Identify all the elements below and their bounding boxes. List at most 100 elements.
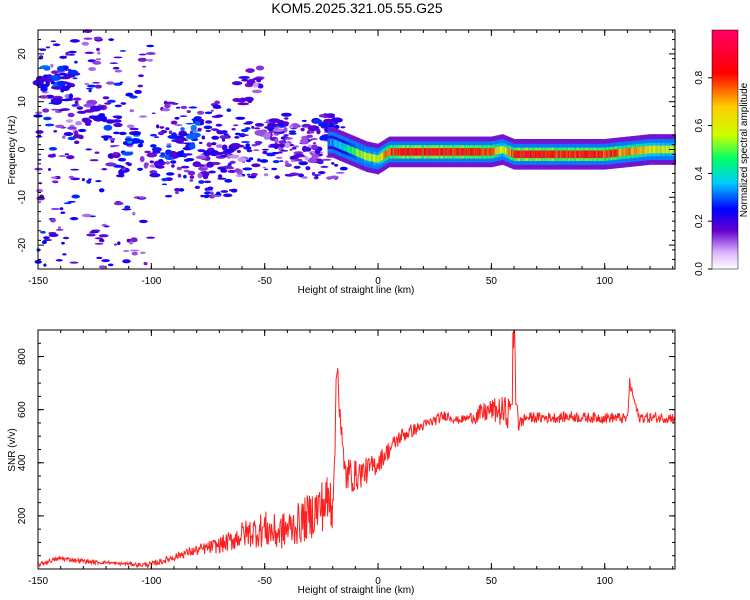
spectrogram-ridge-cell bbox=[522, 150, 525, 159]
spectrogram-speckle bbox=[217, 177, 227, 180]
spectrogram-cluster-cell bbox=[57, 65, 65, 72]
spectrogram-ridge-cell bbox=[349, 145, 351, 154]
spectrogram-ridge-cell bbox=[643, 146, 646, 154]
spectrogram-ridge-cell bbox=[375, 154, 377, 163]
spectrogram-speckle bbox=[220, 168, 228, 173]
spectrogram-ridge-cell bbox=[656, 145, 658, 154]
spectrogram-x-tick-label: 50 bbox=[486, 276, 498, 287]
spectrogram-ridge-cell bbox=[454, 148, 457, 156]
spectrogram-speckle bbox=[217, 174, 223, 179]
colorbar-tick-label: 0.0 bbox=[694, 262, 705, 276]
spectrogram-speckle bbox=[279, 147, 283, 150]
spectrogram-speckle bbox=[311, 171, 316, 176]
spectrogram-ridge-cell bbox=[473, 148, 476, 156]
spectrogram-ridge-cell bbox=[650, 145, 653, 154]
spectrogram-speckle bbox=[301, 119, 307, 122]
spectrogram-speckle bbox=[234, 136, 240, 139]
spectrogram-clusters bbox=[32, 65, 343, 180]
spectrogram-speckle bbox=[186, 110, 191, 114]
spectrogram-cluster-cell bbox=[331, 117, 343, 123]
spectrogram-ridge-cell bbox=[457, 148, 460, 156]
spectrogram-y-tick-label: 10 bbox=[17, 96, 28, 108]
spectrogram-speckle bbox=[146, 59, 154, 62]
spectrogram-speckle bbox=[317, 171, 326, 175]
spectrogram-speckle bbox=[104, 102, 112, 105]
spectrogram-speckle bbox=[340, 126, 346, 129]
spectrogram-cluster-cell bbox=[221, 165, 233, 169]
spectrogram-cluster-cell bbox=[203, 150, 211, 157]
spectrogram-ridge-cell bbox=[549, 150, 552, 159]
spectrogram-ridge-cell bbox=[440, 148, 443, 156]
spectrogram-speckle bbox=[288, 130, 297, 134]
spectrogram-ridge-cell bbox=[667, 145, 670, 154]
spectrogram-speckle bbox=[166, 172, 175, 176]
spectrogram-speckle bbox=[205, 190, 214, 192]
spectrogram-ridge-cell bbox=[355, 148, 358, 157]
spectrogram-ridge-cell bbox=[351, 146, 353, 155]
spectrogram-speckle bbox=[112, 66, 120, 70]
spectrogram-cluster-cell bbox=[284, 142, 290, 149]
spectrogram-speckle bbox=[51, 70, 59, 74]
spectrogram-speckle bbox=[97, 51, 101, 55]
snr-x-tick-label: -50 bbox=[257, 576, 272, 587]
spectrogram-speckle bbox=[119, 50, 127, 52]
spectrogram-ridge-cell bbox=[661, 145, 664, 154]
snr-panel: -150 -100 -50 0 50 100 200 400 600 800 Height of… bbox=[7, 329, 676, 596]
spectrogram-ridge-cell bbox=[408, 148, 410, 156]
colorbar-scale bbox=[711, 29, 739, 270]
spectrogram-y-tick-label: -20 bbox=[17, 237, 28, 252]
spectrogram-speckle bbox=[253, 127, 261, 130]
spectrogram-cluster-cell bbox=[206, 161, 214, 168]
spectrogram-ridge-cell bbox=[476, 148, 478, 156]
spectrogram-ridge-cell bbox=[374, 154, 376, 163]
spectrogram-speckle bbox=[68, 50, 77, 54]
spectrogram-speckle bbox=[243, 146, 252, 150]
spectrogram-ridge-cell bbox=[412, 148, 415, 156]
spectrogram-ridge-cell bbox=[535, 150, 537, 159]
spectrogram-ridge-cell bbox=[446, 148, 449, 156]
spectrogram-ridge-cell bbox=[361, 150, 364, 159]
spectrogram-speckle bbox=[64, 153, 70, 156]
spectrogram-ridge-cell bbox=[609, 149, 612, 158]
spectrogram-ridge-cell bbox=[582, 150, 585, 159]
snr-series-line bbox=[37, 329, 676, 569]
spectrogram-ridge-cell bbox=[563, 150, 565, 159]
spectrogram-speckle bbox=[116, 174, 125, 178]
spectrogram-speckle bbox=[67, 53, 76, 56]
spectrogram-ridge-cell bbox=[490, 148, 493, 156]
spectrogram-speckle bbox=[294, 158, 303, 162]
spectrogram-speckle bbox=[125, 162, 131, 165]
spectrogram-ridge-cell bbox=[631, 147, 633, 156]
spectrogram-cluster-cell bbox=[52, 99, 58, 103]
spectrogram-speckle bbox=[221, 138, 226, 142]
spectrogram-cluster-cell bbox=[316, 128, 321, 135]
spectrogram-cluster-cell bbox=[293, 153, 305, 158]
spectrogram-speckle bbox=[83, 37, 93, 40]
spectrogram-cluster-cell bbox=[238, 76, 251, 79]
spectrogram-ridge-cell bbox=[346, 144, 349, 153]
spectrogram-speckle bbox=[227, 169, 237, 173]
spectrogram-ridge-cell bbox=[572, 150, 574, 159]
spectrogram-speckle bbox=[226, 108, 232, 112]
spectrogram-ridge-cell bbox=[488, 148, 491, 156]
spectrogram-speckle bbox=[176, 166, 182, 171]
spectrogram-ridge-cell bbox=[512, 150, 514, 158]
spectrogram-ridge-cell bbox=[422, 148, 425, 156]
spectrogram-ridge-cell bbox=[603, 150, 605, 159]
spectrogram-speckle bbox=[207, 186, 214, 191]
colorbar: 0.0 0.2 0.4 0.6 0.8 Normalized spectral ampl… bbox=[694, 29, 750, 276]
spectrogram-speckle bbox=[301, 176, 308, 179]
spectrogram-ridge-cell bbox=[538, 150, 540, 159]
spectrogram-cluster-cell bbox=[209, 150, 220, 157]
spectrogram-cluster-cell bbox=[241, 78, 249, 82]
spectrogram-ridge-cell bbox=[652, 145, 655, 154]
spectrogram-y-tick-label: -10 bbox=[17, 190, 28, 205]
spectrogram-ridge-cell bbox=[605, 150, 607, 158]
spectrogram-ridge-cell bbox=[610, 149, 613, 158]
snr-plot-area bbox=[38, 330, 675, 569]
spectrogram-speckle bbox=[98, 234, 109, 238]
spectrogram-speckle bbox=[245, 121, 254, 124]
spectrogram-speckle bbox=[168, 130, 173, 134]
spectrogram-ridge-cell bbox=[353, 147, 356, 156]
spectrogram-speckle bbox=[57, 109, 65, 112]
